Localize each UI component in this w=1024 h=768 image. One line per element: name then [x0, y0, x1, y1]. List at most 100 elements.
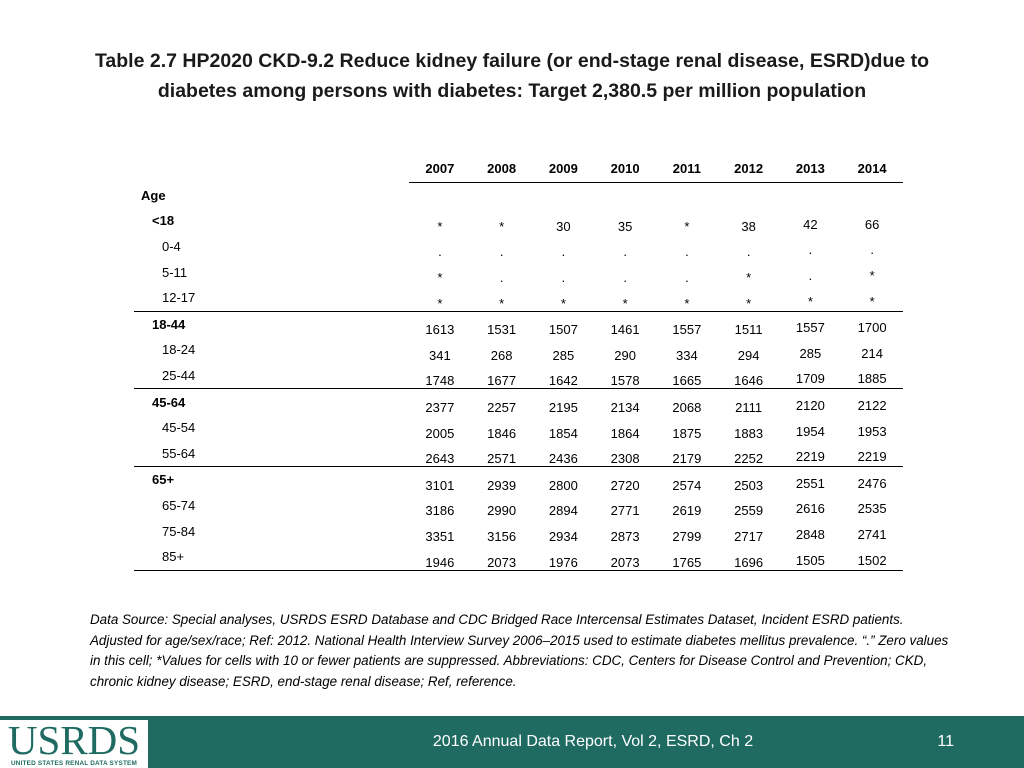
footer-report-title: 2016 Annual Data Report, Vol 2, ESRD, Ch…	[432, 733, 754, 750]
cell-value: 2934	[548, 528, 578, 544]
cell-value: 35	[617, 218, 633, 234]
cell-value: 38	[741, 218, 756, 234]
cell-value: 2503	[717, 466, 780, 493]
cell-value: 1505	[779, 541, 842, 569]
cell-value: 2894	[548, 503, 578, 519]
footer-bar: 2016 Annual Data Report, Vol 2, ESRD, Ch…	[148, 716, 1024, 768]
cell-value: 1976	[532, 543, 595, 571]
title-line-1: Table 2.7 HP2020 CKD-9.2 Reduce kidney f…	[94, 50, 930, 72]
table-row: 25-44 1748 1677 1642 1578 1665 1646 1709 1885	[134, 363, 903, 389]
cell-value: 2799	[672, 528, 702, 544]
cell-value: *	[437, 295, 443, 311]
cell-value: 3101	[409, 466, 471, 493]
table-row: 75-84 3351 3156 2934 2873 2799 2717 2848 2741	[134, 518, 903, 544]
cell-value: 285	[552, 347, 575, 363]
cell-value: 1557	[656, 310, 718, 338]
cell-value: 30	[556, 218, 571, 234]
row-label: 55-64	[162, 445, 196, 461]
cell-value: 1846	[487, 425, 517, 441]
cell-value: 2848	[795, 526, 825, 542]
cell-value: 1700	[841, 308, 903, 336]
row-label: 65-74	[162, 498, 196, 514]
cell-value: 66	[864, 216, 880, 232]
cell-value: 1864	[610, 425, 640, 441]
cell-value: .	[808, 267, 813, 283]
cell-value: *	[746, 295, 752, 311]
cell-value: .	[623, 244, 627, 260]
row-label: 5-11	[162, 264, 188, 280]
cell-value: 1709	[795, 371, 825, 387]
cell-value: 3186	[425, 503, 455, 519]
logo-wordmark: USRDS	[7, 717, 141, 763]
table-title: Table 2.7 HP2020 CKD-9.2 Reduce kidney f…	[40, 46, 984, 106]
cell-value: .	[561, 269, 566, 285]
cell-value: *	[437, 218, 443, 234]
row-label: 85+	[134, 543, 409, 571]
cell-value: *	[684, 295, 690, 311]
cell-value: 1677	[487, 373, 517, 389]
cell-value: 2476	[841, 464, 903, 491]
cell-value: 1946	[409, 543, 471, 571]
header-blank	[134, 156, 409, 182]
table-row: 65+ 3101 2939 2800 2720 2574 2503 2551 2476	[134, 464, 903, 493]
cell-value: 2559	[734, 503, 764, 519]
cell-value: 1885	[857, 371, 887, 387]
cell-value: 334	[676, 347, 698, 363]
cell-value: *	[622, 295, 628, 311]
cell-value: 2005	[425, 425, 455, 441]
cell-value: 290	[614, 347, 636, 363]
row-label: 12-17	[162, 290, 196, 306]
cell-value: .	[685, 269, 689, 285]
year-header: 2012	[717, 156, 780, 183]
cell-value: 1854	[548, 425, 578, 441]
cell-value: 2257	[470, 388, 533, 415]
cell-value: 2619	[672, 503, 702, 519]
cell-value: 1748	[425, 373, 455, 389]
logo-top-bar	[0, 716, 148, 720]
table-row: <18 * * 30 35 * 38 42 66	[134, 208, 903, 234]
section-label: Age	[141, 187, 166, 203]
table-row: 85+ 1946 2073 1976 2073 1765 1696 1505 1502	[134, 541, 903, 571]
table-row: 18-24 341 268 285 290 334 294 285 214	[134, 337, 903, 363]
cell-value: *	[807, 293, 813, 309]
cell-value: 341	[429, 347, 451, 363]
cell-value: 2120	[779, 386, 842, 413]
table-row: 12-17 * * * * * * * *	[134, 285, 903, 311]
title-line-2: diabetes among persons with diabetes: Ta…	[157, 80, 867, 102]
cell-value: .	[685, 244, 689, 260]
cell-value: 2873	[610, 528, 640, 544]
cell-value: *	[499, 218, 505, 234]
cell-value: 2377	[409, 388, 471, 415]
cell-value: *	[869, 293, 875, 309]
cell-value: 2134	[594, 388, 656, 415]
row-label: 18-24	[162, 342, 196, 358]
table-row: 65-74 3186 2990 2894 2771 2619 2559 2616 2535	[134, 493, 903, 519]
cell-value: 2800	[532, 466, 595, 493]
cell-value: .	[561, 244, 566, 260]
cell-value: 1765	[656, 543, 718, 571]
cell-value: 3156	[487, 528, 517, 544]
cell-value: 2068	[656, 388, 718, 415]
cell-value: *	[499, 295, 505, 311]
cell-value: *	[560, 295, 566, 311]
cell-value: 1883	[734, 425, 764, 441]
cell-value: 1507	[532, 310, 595, 338]
row-label: <18	[152, 213, 175, 229]
cell-value: 2574	[656, 466, 718, 493]
cell-value: 2741	[857, 526, 887, 542]
row-label: 65+	[134, 466, 409, 493]
cell-value: 2219	[795, 449, 825, 465]
table-row: 45-64 2377 2257 2195 2134 2068 2111 2120 2122	[134, 386, 903, 415]
table-row: 55-64 2643 2571 2436 2308 2179 2252 2219 2219	[134, 441, 903, 467]
cell-value: 2179	[672, 451, 702, 467]
cell-value: 1557	[779, 308, 842, 336]
year-header: 2007	[409, 156, 471, 183]
cell-value: .	[746, 244, 751, 260]
year-header: 2009	[532, 156, 595, 183]
cell-value: 1696	[717, 543, 780, 571]
section-row-age: Age	[134, 182, 903, 208]
usrds-logo: USRDS UNITED STATES RENAL DATA SYSTEM	[0, 716, 148, 768]
row-label: 45-54	[162, 420, 196, 436]
cell-value: 2939	[470, 466, 533, 493]
cell-value: 1461	[594, 310, 656, 338]
